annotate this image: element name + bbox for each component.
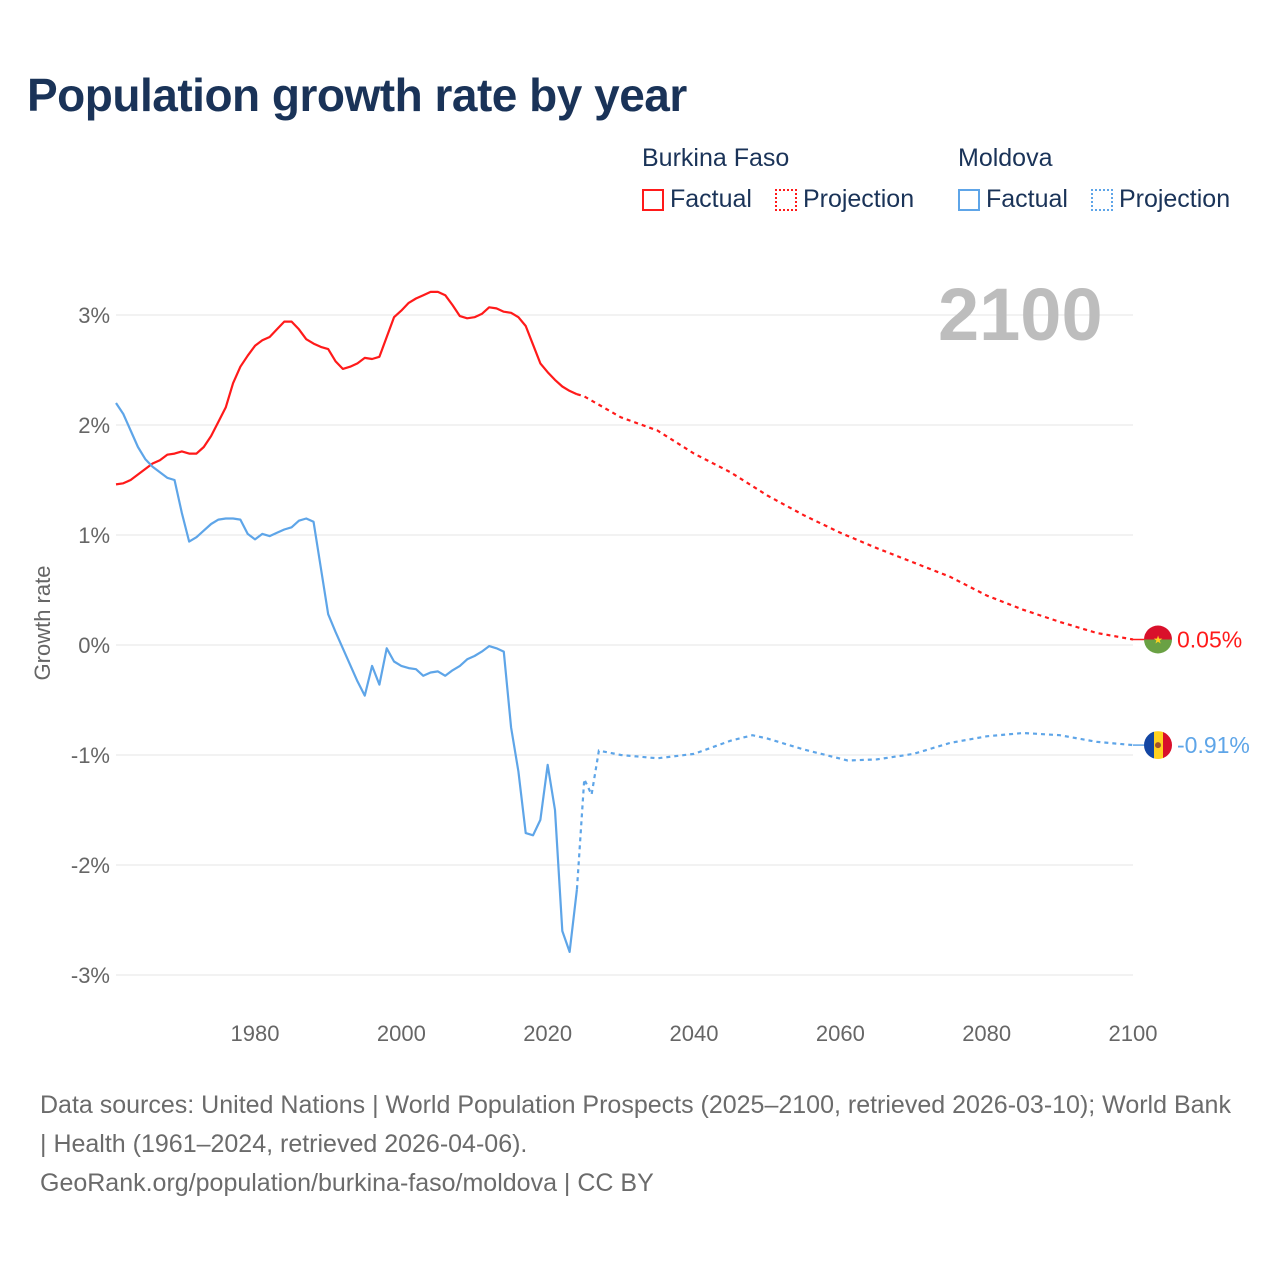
factual-line-burkina-faso bbox=[115, 290, 578, 486]
legend-country-label: Moldova bbox=[958, 144, 1053, 172]
y-tick-label: -1% bbox=[71, 743, 110, 768]
y-tick-label: -2% bbox=[71, 853, 110, 878]
end-value-label: 0.05% bbox=[1177, 627, 1242, 653]
y-tick-label: 3% bbox=[78, 303, 110, 328]
projection-line-burkina-faso bbox=[576, 393, 1134, 641]
legend-label: Factual bbox=[986, 185, 1068, 213]
current-year-display: 2100 bbox=[938, 273, 1103, 356]
x-tick-label: 2060 bbox=[816, 1021, 865, 1046]
legend-burkina-faso: Burkina Faso Factual Projection bbox=[642, 144, 930, 218]
source-link[interactable]: GeoRank.org/population/burkina-faso/mold… bbox=[40, 1169, 654, 1197]
solid-swatch-icon bbox=[958, 188, 980, 211]
end-value-label: -0.91% bbox=[1177, 732, 1250, 758]
x-tick-label: 2020 bbox=[523, 1021, 572, 1046]
x-tick-label: 1980 bbox=[231, 1021, 280, 1046]
chart-title: Population growth rate by year bbox=[27, 69, 687, 121]
x-tick-label: 2100 bbox=[1109, 1021, 1158, 1046]
legend-country-label: Burkina Faso bbox=[642, 144, 790, 172]
legend-label: Projection bbox=[1118, 185, 1231, 213]
y-tick-label: 2% bbox=[78, 413, 110, 438]
y-tick-label: 0% bbox=[78, 633, 110, 658]
solid-swatch-icon bbox=[642, 188, 664, 211]
line-chart: 3% 2% 1% 0% -1% -2% -3% 1980 2000 2020 2040 2060 208… bbox=[30, 290, 1250, 1046]
footer: Data sources: United Nations | World Pop… bbox=[40, 1086, 1240, 1203]
dotted-swatch-icon bbox=[1090, 188, 1113, 211]
legend-label: Projection bbox=[802, 185, 915, 213]
legend-item-projection[interactable]: Projection bbox=[1090, 185, 1231, 214]
legend-item-projection[interactable]: Projection bbox=[774, 185, 915, 214]
burkina-faso-flag-icon: ★ bbox=[1144, 625, 1172, 654]
legend-item-factual[interactable]: Factual bbox=[642, 185, 752, 214]
factual-line-moldova bbox=[115, 402, 579, 954]
projection-line-moldova bbox=[575, 731, 1134, 890]
x-tick-label: 2080 bbox=[962, 1021, 1011, 1046]
svg-text:★: ★ bbox=[1153, 635, 1163, 647]
y-axis-label: Growth rate bbox=[30, 566, 55, 681]
y-tick-label: 1% bbox=[78, 523, 110, 548]
x-tick-label: 2040 bbox=[670, 1021, 719, 1046]
x-tick-label: 2000 bbox=[377, 1021, 426, 1046]
legend-item-factual[interactable]: Factual bbox=[958, 185, 1068, 214]
moldova-flag-icon bbox=[1144, 731, 1172, 760]
legend-label: Factual bbox=[670, 185, 752, 213]
legend-moldova: Moldova Factual Projection bbox=[958, 144, 1230, 218]
data-sources: Data sources: United Nations | World Pop… bbox=[40, 1091, 1231, 1158]
y-tick-label: -3% bbox=[71, 963, 110, 988]
dotted-swatch-icon bbox=[774, 188, 797, 211]
